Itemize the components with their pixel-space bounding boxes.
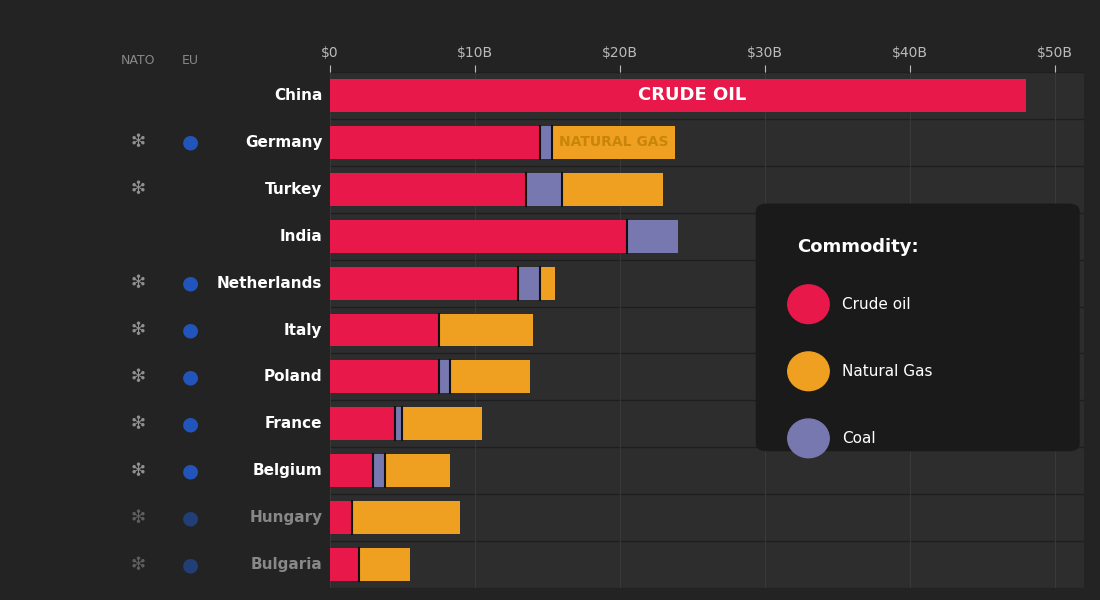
Text: ●: ● xyxy=(183,274,199,293)
Text: ●: ● xyxy=(183,555,199,574)
Bar xyxy=(526,173,562,206)
Text: ❇: ❇ xyxy=(130,368,145,386)
Text: Hungary: Hungary xyxy=(250,510,322,525)
Bar xyxy=(330,314,439,346)
Bar xyxy=(330,220,627,253)
Text: ❇: ❇ xyxy=(130,462,145,480)
Bar xyxy=(439,314,532,346)
Ellipse shape xyxy=(788,352,829,391)
Text: ❇: ❇ xyxy=(130,556,145,574)
Bar xyxy=(330,266,518,299)
Bar xyxy=(562,173,663,206)
Text: Natural Gas: Natural Gas xyxy=(843,364,933,379)
Ellipse shape xyxy=(788,419,829,458)
Bar xyxy=(627,220,678,253)
Bar xyxy=(330,501,352,534)
Bar xyxy=(395,407,403,440)
Bar xyxy=(330,548,359,581)
Text: EU: EU xyxy=(183,54,199,67)
Bar xyxy=(540,266,554,299)
Bar xyxy=(385,454,450,487)
Text: Turkey: Turkey xyxy=(265,182,322,197)
FancyBboxPatch shape xyxy=(756,203,1080,451)
Bar xyxy=(359,548,409,581)
Text: Belgium: Belgium xyxy=(253,463,322,478)
Text: Commodity:: Commodity: xyxy=(798,238,918,256)
Text: Netherlands: Netherlands xyxy=(217,275,322,290)
Text: ●: ● xyxy=(183,133,199,152)
Text: ❇: ❇ xyxy=(130,133,145,151)
Bar xyxy=(352,501,461,534)
Bar xyxy=(552,126,675,159)
Bar xyxy=(330,126,540,159)
Text: ❇: ❇ xyxy=(130,321,145,339)
Text: Bulgaria: Bulgaria xyxy=(251,557,322,572)
Bar xyxy=(330,454,374,487)
Text: ❇: ❇ xyxy=(130,274,145,292)
Bar xyxy=(403,407,482,440)
Text: Germany: Germany xyxy=(245,135,322,150)
Bar xyxy=(330,173,526,206)
Text: ●: ● xyxy=(183,415,199,433)
Bar xyxy=(330,361,439,394)
Text: France: France xyxy=(265,416,322,431)
Text: China: China xyxy=(274,88,322,103)
Text: India: India xyxy=(279,229,322,244)
Text: Italy: Italy xyxy=(284,323,322,337)
Text: ●: ● xyxy=(183,320,199,340)
Bar xyxy=(450,361,530,394)
Text: NATO: NATO xyxy=(121,54,155,67)
Text: Poland: Poland xyxy=(264,370,322,385)
Text: Crude oil: Crude oil xyxy=(843,296,911,312)
Bar xyxy=(330,407,395,440)
Text: ●: ● xyxy=(183,508,199,527)
Bar xyxy=(374,454,385,487)
Text: ❇: ❇ xyxy=(130,415,145,433)
Bar xyxy=(518,266,540,299)
Bar xyxy=(330,79,1025,112)
Text: ●: ● xyxy=(183,461,199,480)
Text: Coal: Coal xyxy=(843,431,876,446)
Bar xyxy=(439,361,450,394)
Text: ●: ● xyxy=(183,367,199,386)
Text: CRUDE OIL: CRUDE OIL xyxy=(638,86,747,104)
Ellipse shape xyxy=(788,285,829,323)
Text: NATURAL GAS: NATURAL GAS xyxy=(559,136,668,149)
Bar xyxy=(540,126,552,159)
Text: ❇: ❇ xyxy=(130,509,145,527)
Text: ❇: ❇ xyxy=(130,180,145,198)
